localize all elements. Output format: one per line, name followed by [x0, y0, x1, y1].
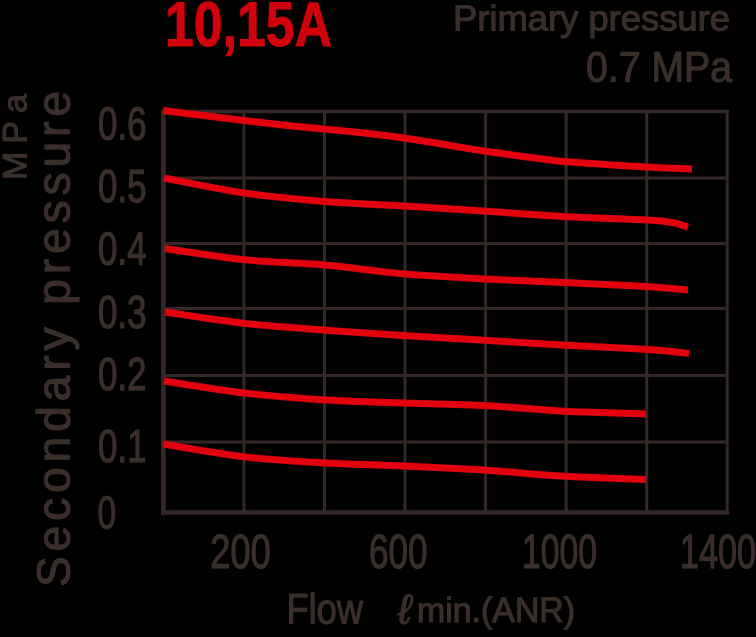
svg-text:min.(ANR): min.(ANR) — [417, 590, 575, 630]
svg-text:Primary pressure: Primary pressure — [453, 0, 730, 39]
svg-text:10,15A: 10,15A — [165, 0, 332, 60]
svg-text:200: 200 — [210, 526, 271, 579]
svg-text:0.6: 0.6 — [98, 98, 147, 150]
svg-text:0.2: 0.2 — [98, 348, 147, 400]
svg-text:0.7 MPa: 0.7 MPa — [586, 45, 732, 92]
svg-text:MPa: MPa — [0, 94, 35, 180]
svg-text:0: 0 — [98, 487, 117, 539]
svg-text:1400: 1400 — [680, 526, 756, 579]
svg-text:0.5: 0.5 — [98, 160, 147, 212]
svg-text:0.3: 0.3 — [98, 286, 147, 338]
svg-text:ℓ: ℓ — [397, 586, 413, 633]
svg-text:0.4: 0.4 — [98, 223, 147, 275]
svg-text:1000: 1000 — [522, 526, 597, 579]
svg-text:0.1: 0.1 — [98, 420, 147, 472]
svg-text:600: 600 — [369, 526, 428, 579]
svg-text:Secondary pressure: Secondary pressure — [27, 91, 79, 587]
svg-text:Flow: Flow — [287, 587, 364, 634]
